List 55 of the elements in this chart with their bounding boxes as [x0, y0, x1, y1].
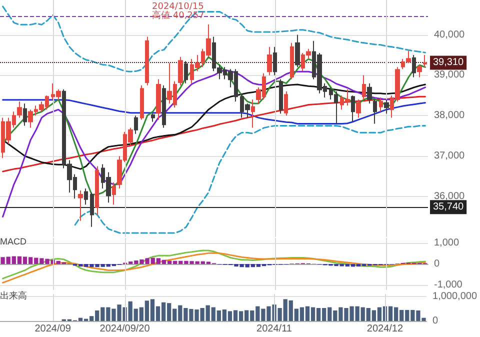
- candlestick: [78, 190, 83, 222]
- candlestick: [362, 74, 366, 100]
- y-tick-label: 1,000: [434, 238, 460, 249]
- y-tick-label: 38,000: [434, 110, 466, 122]
- candlestick: [23, 103, 27, 126]
- y-tick-label: 40,000: [434, 29, 466, 40]
- chart-title: MACD: [0, 236, 27, 246]
- candlestick: [251, 98, 255, 128]
- candlestick: [267, 46, 272, 76]
- y-tick-label: 39,000: [434, 70, 466, 81]
- line-series: [2, 99, 426, 125]
- x-tick-label: 2024/11: [256, 324, 292, 334]
- candlestick: [151, 113, 155, 122]
- candlestick: [140, 84, 144, 120]
- y-tick-label: 0: [432, 316, 439, 326]
- line-series: [74, 125, 426, 234]
- candlestick: [284, 90, 288, 116]
- y-tick-label: 37,000: [434, 150, 466, 162]
- y-tick-label: 0: [434, 258, 440, 270]
- line-series: [2, 96, 426, 172]
- candlestick: [423, 54, 427, 68]
- candlestick: [412, 54, 416, 78]
- line-series: [2, 69, 426, 218]
- candlestick: [95, 166, 99, 216]
- candlestick: [273, 46, 277, 76]
- ref-line-label: 39,310: [433, 57, 464, 68]
- ref-line-label: 35,740: [433, 202, 464, 213]
- line-series: [2, 56, 426, 196]
- candlestick: [90, 192, 94, 228]
- candlestick: [84, 188, 88, 206]
- x-tick-label: 2024/09: [34, 324, 72, 334]
- y-tick-label: 1,000,000: [432, 290, 478, 302]
- candlestick: [184, 60, 188, 84]
- candlestick: [178, 56, 183, 86]
- y-tick-label: -1,000: [434, 279, 463, 290]
- x-tick-label: 2024/12: [366, 324, 404, 334]
- candlestick: [162, 84, 166, 128]
- candlestick: [379, 96, 383, 112]
- candlestick: [384, 98, 389, 114]
- candlestick: [351, 94, 355, 122]
- candlestick: [279, 78, 283, 114]
- candlestick: [145, 36, 149, 86]
- candlestick: [373, 98, 377, 124]
- candlestick: [290, 42, 294, 80]
- chart-title: 出来高: [0, 290, 27, 300]
- x-tick-label: 2024/09/20: [100, 324, 150, 334]
- candlestick: [295, 34, 300, 68]
- candlestick: [112, 182, 116, 206]
- candlestick: [356, 98, 361, 118]
- candlestick: [367, 82, 372, 104]
- candlestick: [134, 115, 138, 134]
- candlestick: [156, 78, 161, 120]
- line-series: [2, 84, 426, 170]
- y-tick-label: 36,000: [434, 191, 466, 202]
- candlestick: [417, 64, 422, 78]
